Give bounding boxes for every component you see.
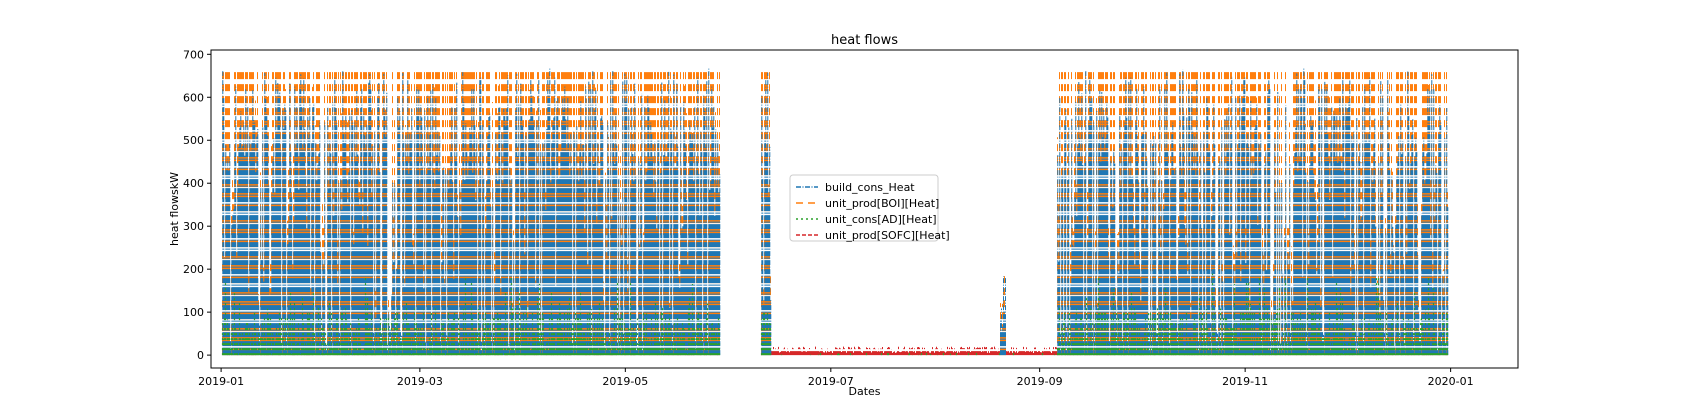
legend-box: [789, 174, 939, 242]
y-axis: 0 100 200 300 400 500 600 700: [183, 48, 211, 362]
legend-label: unit_cons[AD][Heat]: [825, 213, 937, 226]
y-tick-label: 600: [183, 91, 204, 104]
plot-series: [221, 67, 1449, 356]
series-line-unit-cons-ad-heat: [221, 273, 1449, 356]
chart-title: heat flows: [831, 33, 898, 48]
y-tick-label: 400: [183, 177, 204, 190]
legend-label: build_cons_Heat: [825, 181, 915, 194]
y-tick-label: 500: [183, 134, 204, 147]
x-tick-label: 2020-01: [1428, 375, 1474, 388]
plot-frame: [210, 49, 1519, 369]
x-axis: 2019-01 2019-03 2019-05 2019-07 2019-09 2019-…: [198, 368, 1474, 388]
x-tick-label: 2019-05: [602, 375, 648, 388]
y-tick-label: 100: [183, 306, 204, 319]
y-tick-label: 300: [183, 220, 204, 233]
y-tick-label: 700: [183, 48, 204, 61]
series-line-build-cons-heat: [222, 67, 1449, 356]
x-tick-label: 2019-09: [1017, 375, 1063, 388]
y-tick-label: 200: [183, 263, 204, 276]
x-axis-label: Dates: [848, 385, 880, 398]
legend-label: unit_prod[BOI][Heat]: [825, 197, 939, 210]
x-tick-label: 2019-07: [808, 375, 854, 388]
legend-label: unit_prod[SOFC][Heat]: [825, 229, 950, 242]
x-tick-label: 2019-01: [198, 375, 244, 388]
y-axis-label: heat flowskW: [168, 172, 181, 246]
x-tick-label: 2019-11: [1222, 375, 1268, 388]
x-tick-label: 2019-03: [397, 375, 443, 388]
legend: build_cons_Heat unit_prod[BOI][Heat] unit_…: [789, 174, 950, 242]
y-tick-label: 0: [197, 349, 204, 362]
